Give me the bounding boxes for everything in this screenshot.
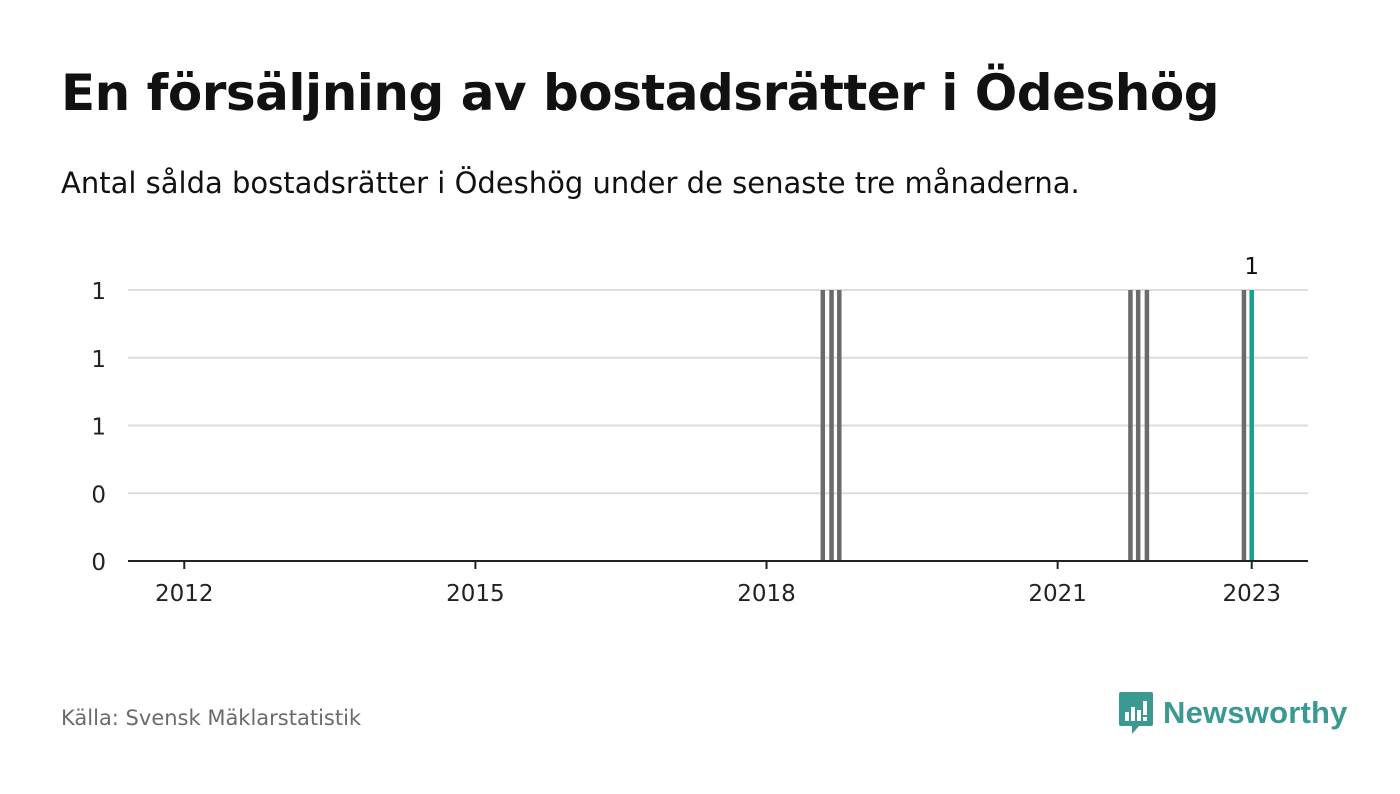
x-tick-label: 2021 — [1028, 581, 1087, 607]
bar-chart: 0 0 1 1 1 1 2012 2015 2018 2021 2023 — [91, 254, 1308, 607]
x-tick-label: 2012 — [155, 581, 214, 607]
bar-1 — [829, 290, 834, 561]
bar-data-label: 1 — [1244, 254, 1259, 280]
newsworthy-logo-icon — [1119, 692, 1153, 734]
x-tick-label: 2023 — [1222, 581, 1281, 607]
y-tick-label: 0 — [91, 550, 106, 576]
bar-5 — [1144, 290, 1150, 561]
y-tick-label: 1 — [91, 347, 106, 373]
bar-4 — [1135, 290, 1141, 561]
y-tick-label: 1 — [91, 279, 106, 305]
brand-name: Newsworthy — [1163, 695, 1348, 730]
chart-subtitle: Antal sålda bostadsrätter i Ödeshög unde… — [61, 166, 1080, 200]
bar-3 — [1128, 290, 1133, 561]
y-tick-label: 0 — [91, 482, 106, 508]
chart-title: En försäljning av bostadsrätter i Ödeshö… — [61, 64, 1220, 122]
bar-7 — [1249, 290, 1254, 561]
bar-6 — [1241, 290, 1247, 561]
y-tick-label: 1 — [91, 415, 106, 441]
bar-2 — [837, 290, 842, 561]
x-tick-label: 2015 — [446, 581, 505, 607]
source-note: Källa: Svensk Mäklarstatistik — [61, 706, 362, 730]
brand-logo: Newsworthy — [1118, 690, 1348, 736]
bar-0 — [820, 290, 826, 561]
x-tick-label: 2018 — [737, 581, 796, 607]
